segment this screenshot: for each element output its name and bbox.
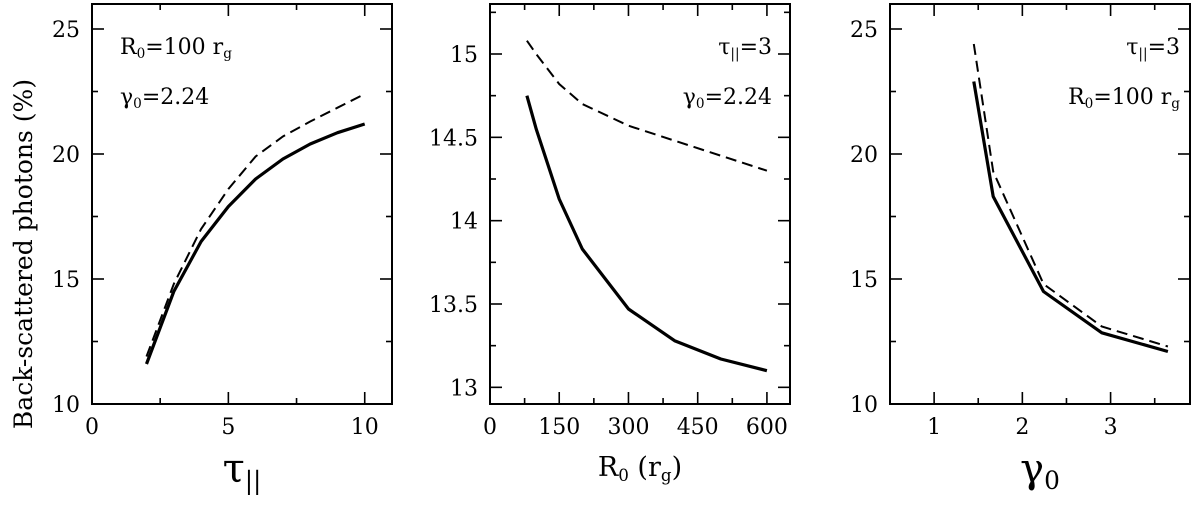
x-tick-label: 5 — [221, 415, 235, 440]
panel-annotation: γ0=2.24 — [120, 85, 209, 112]
x-tick-label: 1 — [927, 415, 941, 440]
x-tick-label: 300 — [607, 415, 649, 440]
panel-annotation-part: || — [730, 46, 739, 62]
x-axis-label: γ0 — [1020, 446, 1060, 495]
panel-annotation: R0=100 rg — [120, 35, 232, 62]
x-tick-label: 3 — [1104, 415, 1118, 440]
x-axis-label-part: ) — [672, 452, 683, 483]
x-axis-label: τ|| — [223, 446, 262, 496]
y-axis-label: Back-scattered photons (%) — [9, 79, 38, 429]
series-line-dashed — [145, 93, 366, 357]
plot-frame — [91, 3, 393, 405]
panel-annotation-part: =100 r — [1093, 85, 1171, 110]
panel-annotation-part: g — [223, 46, 232, 62]
y-tick-label: 13 — [450, 376, 478, 401]
panel-annotation-part: τ — [718, 35, 730, 60]
panel-annotation-part: g — [1171, 96, 1180, 112]
panel-annotation-part: =2.24 — [705, 85, 772, 110]
panel-annotation-part: τ — [1126, 35, 1138, 60]
y-tick-label: 10 — [52, 393, 80, 418]
panel-annotation-part: 0 — [137, 46, 146, 62]
panel-annotation-part: 0 — [1085, 96, 1094, 112]
panel-annotation-part: 0 — [696, 96, 705, 112]
x-axis-label-part: R — [598, 452, 619, 483]
panel-annotation: τ||=3 — [718, 35, 772, 62]
series-line-solid — [972, 81, 1169, 354]
x-tick-label: 0 — [85, 415, 99, 440]
panel-annotation-part: =2.24 — [142, 85, 209, 110]
y-tick-label: 14.5 — [429, 126, 478, 151]
panel-annotation: τ||=3 — [1126, 35, 1180, 62]
y-tick-label: 25 — [52, 18, 80, 43]
panel-annotation-part: R — [120, 35, 138, 60]
panel-annotation-part: =100 r — [145, 35, 223, 60]
x-axis-label-part: || — [245, 466, 262, 496]
panel-annotation-part: R — [1068, 85, 1086, 110]
series-line-solid — [145, 122, 366, 365]
x-axis-label-part: g — [661, 465, 672, 485]
x-axis-label-part: γ — [1020, 446, 1044, 492]
panel-annotation-part: =3 — [740, 35, 772, 60]
plot-frame — [889, 3, 1191, 405]
y-tick-label: 15 — [450, 43, 478, 68]
y-tick-label: 15 — [850, 268, 878, 293]
x-axis-label-part: 0 — [618, 465, 629, 485]
x-tick-label: 600 — [746, 415, 788, 440]
x-axis-label-part: (r — [629, 452, 661, 483]
panel-annotation: R0=100 rg — [1068, 85, 1180, 112]
panel-annotation-part: 0 — [133, 96, 142, 112]
panel-annotation-part: =3 — [1148, 35, 1180, 60]
x-tick-label: 150 — [538, 415, 580, 440]
panel-annotation-part: || — [1138, 46, 1147, 62]
y-tick-label: 20 — [52, 143, 80, 168]
y-tick-label: 10 — [850, 393, 878, 418]
panel-annotation: γ0=2.24 — [683, 85, 772, 112]
series-line-dashed — [526, 40, 768, 172]
x-tick-label: 450 — [677, 415, 719, 440]
x-axis-label: R0 (rg) — [598, 452, 682, 485]
x-axis-label-part: τ — [223, 446, 245, 492]
panel-annotation-part: γ — [120, 85, 133, 110]
series-line-dashed — [972, 43, 1169, 348]
x-tick-label: 10 — [351, 415, 379, 440]
y-tick-label: 13.5 — [429, 293, 478, 318]
panel-annotation-part: γ — [683, 85, 696, 110]
x-tick-label: 2 — [1015, 415, 1029, 440]
y-tick-label: 15 — [52, 268, 80, 293]
x-axis-label-part: 0 — [1044, 466, 1060, 495]
y-tick-label: 25 — [850, 18, 878, 43]
y-tick-label: 14 — [450, 210, 478, 235]
series-line-solid — [525, 95, 768, 373]
y-tick-label: 20 — [850, 143, 878, 168]
plot-frame — [489, 3, 791, 405]
x-tick-label: 0 — [483, 415, 497, 440]
